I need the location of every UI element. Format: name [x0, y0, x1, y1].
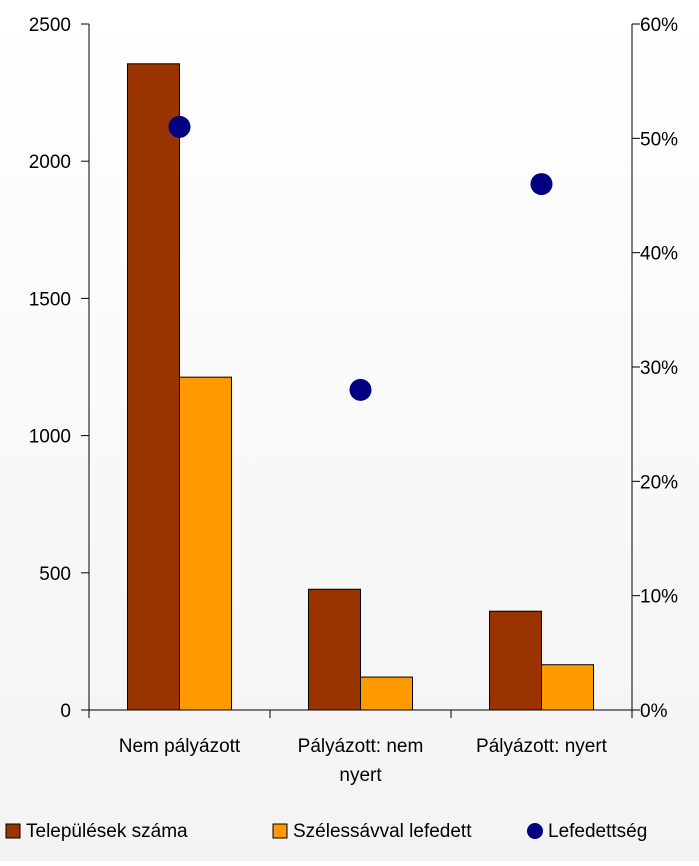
axes: 0 500 1000 1500 2000 2500 0% 10% 20% 30% 40% 50% 60%… — [29, 15, 678, 786]
bar-group — [127, 63, 594, 711]
legend-swatch — [527, 823, 543, 839]
y-right-tick-label: 50% — [640, 129, 678, 150]
legend-label: Szélessávval lefedett — [293, 821, 472, 842]
legend-item: Lefedettség — [527, 821, 647, 842]
bar-szélessávval-lefedett-1 — [360, 676, 413, 711]
bar-települések-száma-2 — [489, 610, 542, 711]
y-left-tick-label: 1000 — [29, 427, 71, 448]
marker-lefedettseg-1 — [349, 378, 372, 401]
bar-szélessávval-lefedett-2 — [541, 664, 594, 711]
legend-item: Szélessávval lefedett — [272, 821, 472, 842]
y-left-tick-label: 1500 — [29, 289, 71, 310]
bar-települések-száma-0 — [127, 63, 180, 711]
y-right-tick-label: 60% — [640, 15, 678, 36]
y-right-tick-label: 0% — [640, 701, 668, 722]
marker-lefedettseg-0 — [168, 115, 191, 138]
y-left-tick-label: 2000 — [29, 152, 71, 173]
y-right-tick-label: 20% — [640, 472, 678, 493]
legend-label: Lefedettség — [548, 821, 647, 842]
y-left-tick-label: 0 — [60, 701, 71, 722]
x-category-label: Pályázott: nem nyert — [298, 736, 424, 786]
y-right-tick-label: 10% — [640, 587, 678, 608]
x-category-label: Pályázott: nyert — [476, 736, 608, 757]
legend-item: Települések száma — [5, 821, 188, 842]
y-right-tick-label: 40% — [640, 244, 678, 265]
x-category-label: Nem pályázott — [119, 736, 241, 757]
bar-települések-száma-1 — [308, 588, 361, 711]
bar-szélessávval-lefedett-0 — [179, 376, 232, 711]
y-left-tick-label: 2500 — [29, 15, 71, 36]
marker-lefedettseg-2 — [530, 173, 553, 196]
y-left-tick-label: 500 — [39, 564, 71, 585]
marker-group — [168, 115, 553, 401]
legend-label: Települések száma — [26, 821, 188, 842]
legend-swatch — [5, 823, 21, 839]
y-right-tick-label: 30% — [640, 358, 678, 379]
legend: Települések száma Szélessávval lefedett Le… — [5, 821, 647, 842]
legend-swatch — [272, 823, 288, 839]
